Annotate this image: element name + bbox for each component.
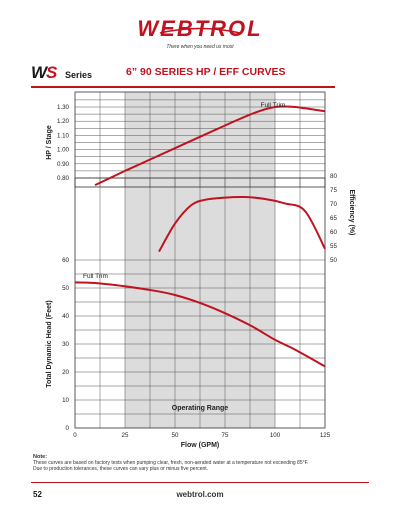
- hp-curve-label: Full Trim: [261, 102, 286, 109]
- efficiency-axis-title: Efficiency (%): [348, 189, 355, 235]
- x-axis-title: Flow (GPM): [181, 442, 220, 449]
- series-mark-w: W: [31, 63, 47, 82]
- head-axis-title: Total Dynamic Head (Feet): [46, 300, 53, 387]
- head-y-tick-label: 40: [62, 313, 69, 320]
- hp-curve: [94, 105, 326, 187]
- hp-y-tick-label: 0.80: [57, 175, 70, 182]
- hp-y-tick-label: 0.90: [57, 161, 70, 168]
- x-tick-label: 0: [73, 432, 77, 439]
- hp-plot-frame: [74, 91, 326, 188]
- efficiency-curve: [158, 195, 326, 253]
- head-y-tick-label: 60: [62, 257, 69, 264]
- head-curve: [74, 281, 326, 368]
- hp-axis-title: HP / Stage: [46, 125, 53, 160]
- chart-note: Note: These curves are based on factory …: [33, 454, 373, 473]
- website-link[interactable]: webtrol.com: [176, 490, 224, 499]
- head-y-tick-label: 50: [62, 285, 69, 292]
- logo: WEBTROL There when you need us most: [0, 18, 400, 51]
- page-title: 6” 90 SERIES HP / EFF CURVES: [126, 66, 286, 78]
- efficiency-y-tick-label: 75: [330, 187, 337, 194]
- head-curve-label: Full Trim: [83, 273, 108, 280]
- efficiency-y-tick-label: 80: [330, 173, 337, 180]
- footer-divider: [31, 482, 369, 483]
- head-y-tick-label: 10: [62, 397, 69, 404]
- x-tick-label: 50: [172, 432, 179, 439]
- series-label: Series: [65, 70, 93, 80]
- header-divider: [31, 86, 335, 88]
- series-mark: WS: [31, 63, 57, 83]
- page-header: WS Series 6” 90 SERIES HP / EFF CURVES: [31, 60, 335, 90]
- hp-y-tick-label: 1.20: [57, 118, 70, 125]
- head-y-tick-label: 20: [62, 369, 69, 376]
- efficiency-y-tick-label: 65: [330, 215, 337, 222]
- efficiency-y-tick-label: 70: [330, 201, 337, 208]
- head-y-tick-label: 30: [62, 341, 69, 348]
- logo-tagline: There when you need us most: [166, 44, 234, 50]
- note-line-2: Due to production tolerances, these curv…: [33, 466, 209, 473]
- hp-y-tick-label: 1.00: [57, 147, 70, 154]
- efficiency-y-tick-label: 55: [330, 243, 337, 250]
- efficiency-y-tick-label: 50: [330, 257, 337, 264]
- operating-range-label: Operating Range: [172, 405, 229, 412]
- x-tick-label: 75: [222, 432, 229, 439]
- x-tick-label: 25: [122, 432, 129, 439]
- page-number: 52: [33, 490, 42, 499]
- logo-swoosh-icon: [159, 27, 241, 34]
- note-title: Note:: [33, 454, 48, 460]
- note-line-1: These curves are based on factory tests …: [33, 460, 309, 467]
- hp-y-tick-label: 1.10: [57, 132, 70, 139]
- series-mark-s: S: [46, 63, 57, 82]
- efficiency-y-tick-label: 60: [330, 229, 337, 236]
- x-tick-label: 100: [270, 432, 281, 439]
- head-plot-frame: [74, 177, 326, 429]
- head-y-tick-label: 0: [66, 425, 70, 432]
- x-tick-label: 125: [320, 432, 331, 439]
- hp-y-tick-label: 1.30: [57, 104, 70, 111]
